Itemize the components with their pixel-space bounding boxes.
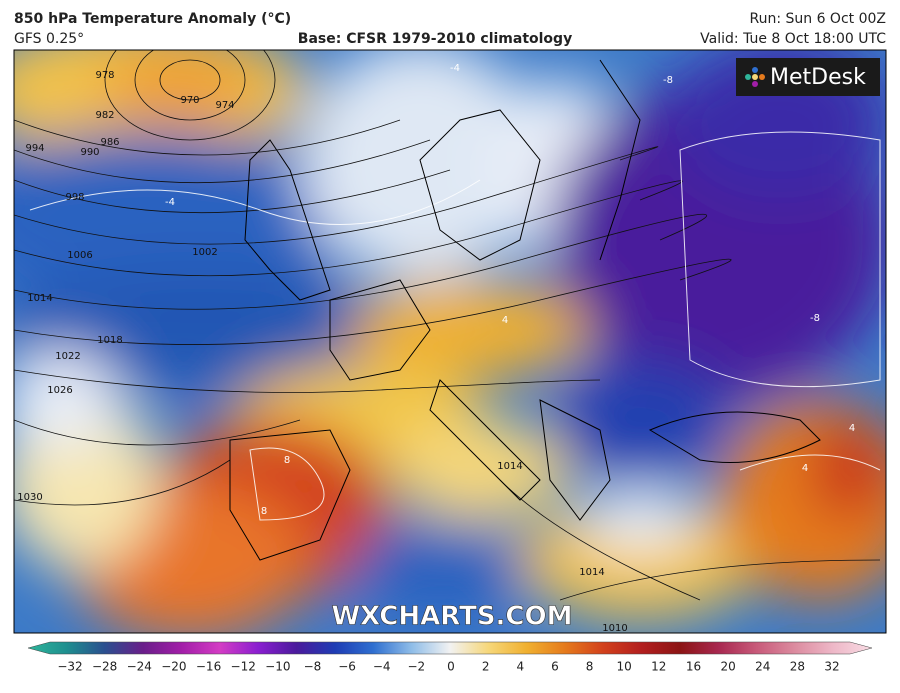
colorbar-label: 4 xyxy=(516,660,524,674)
isobar-label: 1018 xyxy=(97,335,122,346)
colorbar-label: 16 xyxy=(686,660,701,674)
isobar-label: 1022 xyxy=(55,351,80,362)
watermark: WXCHARTS.COM xyxy=(331,602,572,632)
colorbar-label: −32 xyxy=(57,660,82,674)
anomaly-label: -4 xyxy=(450,63,460,74)
isobar-label: 982 xyxy=(95,110,114,121)
colorbar-label: −4 xyxy=(373,660,391,674)
isobar-label: 1014 xyxy=(579,567,604,578)
colorbar-label: −28 xyxy=(92,660,117,674)
isobar-label: 998 xyxy=(65,192,84,203)
colorbar-label: 10 xyxy=(617,660,632,674)
run: Run: Sun 6 Oct 00Z xyxy=(749,11,886,27)
isobar-label: 1014 xyxy=(27,293,52,304)
valid: Valid: Tue 8 Oct 18:00 UTC xyxy=(700,31,886,47)
colorbar-label: −6 xyxy=(338,660,356,674)
model: GFS 0.25° xyxy=(14,31,84,47)
isobar-label: 1010 xyxy=(602,623,627,634)
colorbar-label: −12 xyxy=(231,660,256,674)
isobar-label: 974 xyxy=(215,100,234,111)
isobar-label: 1006 xyxy=(67,250,92,261)
colorbar-label: 8 xyxy=(586,660,594,674)
anomaly-label: 8 xyxy=(261,506,267,517)
title: 850 hPa Temperature Anomaly (°C) xyxy=(14,11,291,27)
logo: MetDesk xyxy=(770,65,866,90)
colorbar-label: −2 xyxy=(408,660,426,674)
logo-icon xyxy=(745,67,765,87)
isobar-label: 1026 xyxy=(47,385,72,396)
anomaly-label: 4 xyxy=(849,423,855,434)
colorbar-label: 12 xyxy=(651,660,666,674)
colorbar-label: −8 xyxy=(304,660,322,674)
isobar-label: 1030 xyxy=(17,492,42,503)
anomaly-label: 8 xyxy=(284,455,290,466)
map-frame xyxy=(13,49,887,634)
anomaly-label: 4 xyxy=(802,463,808,474)
isobar-label: 978 xyxy=(95,70,114,81)
colorbar-label: −16 xyxy=(196,660,221,674)
colorbar-label: −24 xyxy=(127,660,152,674)
anomaly-label: -8 xyxy=(810,313,820,324)
base: Base: CFSR 1979-2010 climatology xyxy=(298,31,572,47)
isobar-label: 970 xyxy=(180,95,199,106)
isobar-label: 1002 xyxy=(192,247,217,258)
anomaly-label: -8 xyxy=(663,75,673,86)
colorbar-label: 2 xyxy=(482,660,490,674)
colorbar-label: 24 xyxy=(755,660,770,674)
colorbar-label: 28 xyxy=(790,660,805,674)
isobar-label: 1014 xyxy=(497,461,522,472)
colorbar xyxy=(27,641,873,655)
colorbar-label: −10 xyxy=(265,660,290,674)
isobar-label: 990 xyxy=(80,147,99,158)
anomaly-contours xyxy=(29,131,881,521)
colorbar-label: 0 xyxy=(447,660,455,674)
isobar-label: 986 xyxy=(100,137,119,148)
colorbar-label: −20 xyxy=(161,660,186,674)
coastlines xyxy=(229,59,821,561)
colorbar-label: 20 xyxy=(720,660,735,674)
colorbar-label: 32 xyxy=(824,660,839,674)
anomaly-label: -4 xyxy=(165,197,175,208)
colorbar-label: 6 xyxy=(551,660,559,674)
isobar-label: 994 xyxy=(25,143,44,154)
anomaly-label: 4 xyxy=(502,315,508,326)
